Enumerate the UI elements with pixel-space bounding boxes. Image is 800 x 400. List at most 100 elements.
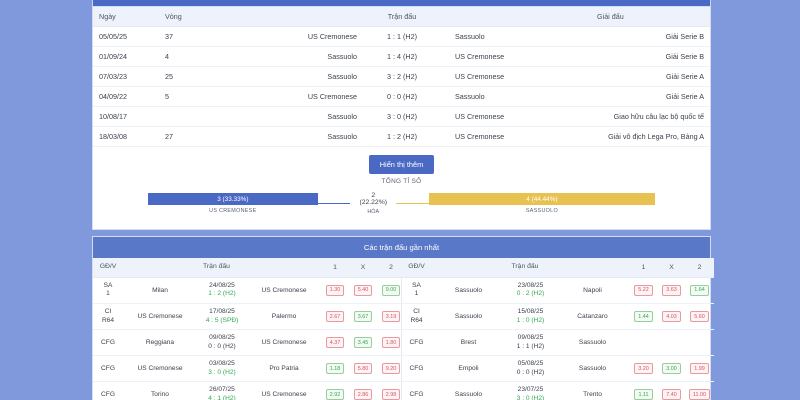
- recent-odd-2-value: 11.00: [688, 389, 711, 400]
- recent-left-header-comp: GĐ/V: [93, 258, 123, 278]
- table-row[interactable]: 18/03/08 27 Sassuolo 1 : 2 (H2) US Cremonese…: [93, 126, 710, 147]
- recent-home-team: US Cremonese: [123, 355, 197, 383]
- recent-odd-1[interactable]: 4.37: [321, 329, 349, 357]
- recent-home-team: Sassuolo: [431, 303, 506, 331]
- row-home-team: US Cremonese: [213, 86, 363, 107]
- recent-date-score: 05/08/25 0 : 0 (H2): [505, 355, 556, 383]
- recent-odd-2[interactable]: [685, 329, 714, 357]
- recent-odd-1-value: 5.22: [634, 284, 653, 296]
- recent-left-row[interactable]: CFG Torino 26/07/25 4 : 1 (H2) US Cremonese 2…: [93, 381, 405, 400]
- recent-left-row[interactable]: CFG US Cremonese 03/08/25 3 : 0 (H2) Pro Pat…: [93, 355, 405, 383]
- recent-right-row[interactable]: CFG Empoli 05/08/25 0 : 0 (H2) Sassuolo 3.20 3…: [401, 355, 714, 383]
- recent-date-score: 24/08/25 1 : 2 (H2): [197, 277, 247, 304]
- recent-left-table: GĐ/V Trận đấu 1 X 2 SA 1 Milan 24/08/25 1 : …: [93, 258, 405, 400]
- recent-odd-x[interactable]: 5.40: [349, 277, 377, 304]
- recent-odd-x[interactable]: 4.03: [657, 303, 686, 331]
- recent-odd-2[interactable]: 1.64: [685, 277, 714, 304]
- recent-right-row[interactable]: CI R64 Sassuolo 15/08/25 1 : 0 (H2) Catanzaro…: [401, 303, 714, 331]
- recent-odd-2[interactable]: 5.60: [685, 303, 714, 331]
- recent-odd-1[interactable]: 3.20: [629, 355, 658, 383]
- recent-date-score: 17/08/25 4 : 5 (SPĐ): [197, 303, 247, 331]
- recent-date-score: 26/07/25 4 : 1 (H2): [197, 381, 247, 400]
- row-round: 27: [155, 126, 213, 147]
- recent-odd-1[interactable]: 2.67: [321, 303, 349, 331]
- recent-odd-x-value: 3.67: [353, 311, 373, 323]
- row-away-team: US Cremonese: [441, 66, 591, 87]
- recent-odd-2[interactable]: 9.00: [377, 277, 405, 304]
- show-more-button[interactable]: Hiển thị thêm: [368, 155, 435, 174]
- recent-odd-x-value: 4.03: [662, 311, 681, 323]
- recent-odd-2[interactable]: 1.99: [685, 355, 714, 383]
- table-row[interactable]: 10/08/17 Sassuolo 3 : 0 (H2) US Cremonese Gi…: [93, 106, 710, 127]
- summary-home-bar: 3 (33.33%): [148, 193, 318, 205]
- recent-left-row[interactable]: CFG Reggiana 09/08/25 0 : 0 (H2) US Cremones…: [93, 329, 405, 357]
- row-date: 07/03/23: [93, 66, 155, 87]
- recent-odd-2[interactable]: 2.98: [377, 381, 405, 400]
- recent-date-score: 03/08/25 3 : 0 (H2): [197, 355, 247, 383]
- recent-left-header-o2: 2: [377, 258, 405, 278]
- table-row[interactable]: 07/03/23 25 Sassuolo 3 : 2 (H2) US Cremonese…: [93, 66, 710, 87]
- recent-odd-2[interactable]: 9.20: [377, 355, 405, 383]
- recent-matches-card: Các trận đấu gần nhất GĐ/V Trận đấu 1 X: [92, 236, 714, 400]
- recent-competition: CI R64: [401, 303, 432, 331]
- recent-right-row[interactable]: CFG Sassuolo 23/07/25 3 : 0 (H2) Trento 1.11 7…: [401, 381, 714, 400]
- summary-away-bar: 4 (44.44%): [428, 193, 655, 205]
- recent-odd-2[interactable]: 3.19: [377, 303, 405, 331]
- recent-odd-x[interactable]: 3.45: [349, 329, 377, 357]
- recent-odd-1[interactable]: 1.11: [629, 381, 658, 400]
- recent-date: 15/08/25: [517, 307, 544, 315]
- recent-right-header-o2: 2: [685, 258, 714, 278]
- recent-score: 0 : 0 (H2): [516, 368, 545, 376]
- row-round: 5: [155, 86, 213, 107]
- recent-odd-x[interactable]: [657, 329, 686, 357]
- recent-left-row[interactable]: SA 1 Milan 24/08/25 1 : 2 (H2) US Cremonese 1.…: [93, 277, 405, 304]
- recent-home-team: Reggiana: [123, 329, 197, 357]
- recent-odd-2[interactable]: 1.80: [377, 329, 405, 357]
- recent-score: 0 : 0 (H2): [208, 342, 236, 350]
- recent-odd-1-value: 3.20: [634, 363, 653, 375]
- score-summary-bars: 3 (33.33%) US CREMONESE 2 (22.22%) HÒA 4…: [93, 192, 710, 215]
- recent-odd-1[interactable]: 2.92: [321, 381, 349, 400]
- recent-odd-2[interactable]: 11.00: [685, 381, 714, 400]
- recent-matches-body: GĐ/V Trận đấu 1 X 2 SA 1 Milan 24/08/25 1 : …: [93, 258, 714, 400]
- table-row[interactable]: 01/09/24 4 Sassuolo 1 : 4 (H2) US Cremonese G…: [93, 46, 710, 67]
- recent-odd-1[interactable]: 1.30: [321, 277, 349, 304]
- recent-odd-1[interactable]: [629, 329, 658, 357]
- recent-competition: CFG: [401, 329, 432, 357]
- recent-odd-1[interactable]: 5.22: [629, 277, 658, 304]
- recent-right-row[interactable]: CFG Brest 09/08/25 1 : 1 (H2) Sassuolo: [401, 329, 714, 357]
- recent-left-row[interactable]: CI R64 US Cremonese 17/08/25 4 : 5 (SPĐ) Pale…: [93, 303, 405, 331]
- recent-odd-x[interactable]: 3.00: [657, 355, 686, 383]
- recent-date: 26/07/25: [209, 386, 235, 394]
- recent-away-team: Napoli: [555, 277, 630, 304]
- row-league: Giao hữu câu lạc bộ quốc tế: [591, 106, 710, 127]
- recent-odd-x[interactable]: 3.67: [349, 303, 377, 331]
- recent-date: 24/08/25: [209, 281, 235, 289]
- header-away: [441, 7, 591, 27]
- row-score: 3 : 2 (H2): [363, 66, 441, 87]
- row-score: 0 : 0 (H2): [363, 86, 441, 107]
- table-row[interactable]: 04/09/22 5 US Cremonese 0 : 0 (H2) Sassuolo G…: [93, 86, 710, 107]
- recent-odd-x[interactable]: 7.40: [657, 381, 686, 400]
- recent-right-header-row: GĐ/V Trận đấu 1 X 2: [401, 258, 714, 278]
- recent-odd-x[interactable]: 2.86: [349, 381, 377, 400]
- recent-left-header-home: [123, 258, 197, 278]
- recent-left-header-ox: X: [349, 258, 377, 278]
- row-home-team: Sassuolo: [213, 126, 363, 147]
- recent-date: 09/08/25: [209, 334, 235, 342]
- recent-away-team: US Cremonese: [247, 381, 321, 400]
- summary-away-connector: [396, 203, 429, 204]
- recent-away-team: Trento: [555, 381, 630, 400]
- recent-odd-x-value: 3.00: [662, 363, 681, 375]
- table-row[interactable]: 05/05/25 37 US Cremonese 1 : 1 (H2) Sassuolo…: [93, 26, 710, 47]
- row-away-team: US Cremonese: [441, 46, 591, 67]
- row-score: 1 : 4 (H2): [363, 46, 441, 67]
- recent-odd-1[interactable]: 1.44: [629, 303, 658, 331]
- recent-odd-x-value: 2.86: [353, 389, 373, 400]
- recent-odd-x[interactable]: 5.80: [349, 355, 377, 383]
- recent-odd-1[interactable]: 1.18: [321, 355, 349, 383]
- recent-right-row[interactable]: SA 1 Sassuolo 23/08/25 0 : 2 (H2) Napoli 5.22 3…: [401, 277, 714, 304]
- summary-home-label: US CREMONESE: [209, 208, 257, 214]
- recent-odd-x[interactable]: 3.63: [657, 277, 686, 304]
